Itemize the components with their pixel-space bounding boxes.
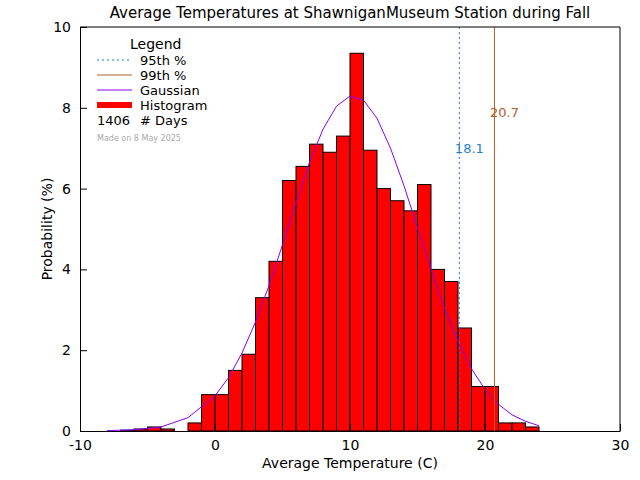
legend-title: Legend [130, 36, 181, 52]
y-tick: 6 [62, 181, 87, 197]
x-tick-mark [485, 424, 486, 431]
x-tick: 10 [342, 424, 360, 453]
histogram-bar [323, 152, 337, 431]
days-label: # Days [140, 113, 188, 128]
title: Average Temperatures at ShawniganMuseum … [110, 4, 591, 22]
frame-top [80, 27, 620, 28]
legend-swatch [97, 90, 132, 91]
legend-swatch [97, 75, 132, 76]
y-tick-mark [80, 350, 87, 351]
y-tick: 8 [62, 100, 87, 116]
histogram-bar [431, 269, 445, 431]
histogram-bar [526, 427, 540, 431]
y-tick: 4 [62, 261, 87, 277]
histogram-bar [202, 395, 216, 431]
x-tick-label: 10 [342, 437, 360, 453]
histogram-bar [337, 136, 351, 431]
histogram-bar [215, 395, 229, 431]
histogram-bar [458, 328, 472, 431]
histogram-bar [350, 53, 364, 431]
histogram-bar [364, 150, 378, 431]
legend-swatch [97, 102, 132, 108]
y-tick-mark [80, 189, 87, 190]
y-tick-label: 2 [62, 342, 71, 358]
percentile-label: 18.1 [455, 141, 484, 156]
x-axis-line [81, 431, 621, 432]
y-tick-label: 0 [62, 423, 71, 439]
percentile-label: 20.7 [490, 105, 519, 120]
legend-label: 95th % [140, 53, 186, 68]
y-tick-mark [80, 431, 87, 432]
histogram-bar [229, 370, 243, 431]
histogram-bar [242, 354, 256, 431]
x-axis: -10 0 10 20 30 [69, 424, 629, 453]
histogram-bar [175, 431, 189, 432]
days-count: 1406 [97, 113, 130, 128]
y-tick-label: 10 [53, 19, 71, 35]
y-tick: 0 [62, 423, 87, 439]
x-axis-title: Average Temperature (C) [262, 455, 438, 471]
y-axis-line [80, 28, 81, 432]
histogram-bar [512, 423, 526, 431]
x-tick-mark [350, 424, 351, 431]
histogram-bar [188, 423, 202, 431]
plot-area: 18.120.7-1001020300246810 [53, 19, 629, 453]
legend-label: Gaussian [140, 83, 200, 98]
legend: Legend95th %99th %GaussianHistogram 1406 #… [97, 36, 207, 143]
made-note: Made on 8 May 2025 [97, 134, 181, 143]
histogram-bar [310, 144, 324, 431]
histogram-bar [499, 423, 513, 431]
percentile-line [459, 27, 460, 431]
histogram-bar [485, 387, 499, 431]
histogram-bar [377, 189, 391, 431]
frame-right [620, 27, 621, 431]
x-tick-mark [215, 424, 216, 431]
y-tick-mark [80, 108, 87, 109]
gaussian-line [107, 96, 539, 431]
legend-label: 99th % [140, 68, 186, 83]
x-tick-label: 30 [612, 437, 630, 453]
y-tick-mark [80, 269, 87, 270]
percentile-line [494, 27, 495, 431]
histogram-bar [269, 261, 283, 431]
chart: 18.120.7-1001020300246810Average Tempera… [0, 0, 640, 480]
histogram-bar [418, 185, 432, 431]
x-tick: 20 [477, 424, 495, 453]
y-tick-label: 4 [62, 261, 71, 277]
histogram-bar [445, 282, 459, 431]
x-tick-label: 0 [211, 437, 220, 453]
y-axis-title: Probability (%) [39, 178, 55, 281]
legend-label: Histogram [140, 98, 207, 113]
histogram-bar [404, 211, 418, 431]
legend-swatch [97, 60, 132, 61]
histogram-bar [283, 181, 297, 431]
histogram-bar [296, 166, 310, 431]
histogram-bar [472, 387, 486, 431]
y-tick-label: 6 [62, 181, 71, 197]
y-tick: 2 [62, 342, 87, 358]
y-tick-label: 8 [62, 100, 71, 116]
x-tick-label: 20 [477, 437, 495, 453]
x-tick-label: -10 [69, 437, 92, 453]
y-axis: 0 2 4 6 8 10 [53, 19, 87, 439]
histogram-bar [161, 429, 175, 431]
marks [107, 27, 539, 431]
x-tick: 0 [211, 424, 220, 453]
histogram-bar [391, 201, 405, 431]
